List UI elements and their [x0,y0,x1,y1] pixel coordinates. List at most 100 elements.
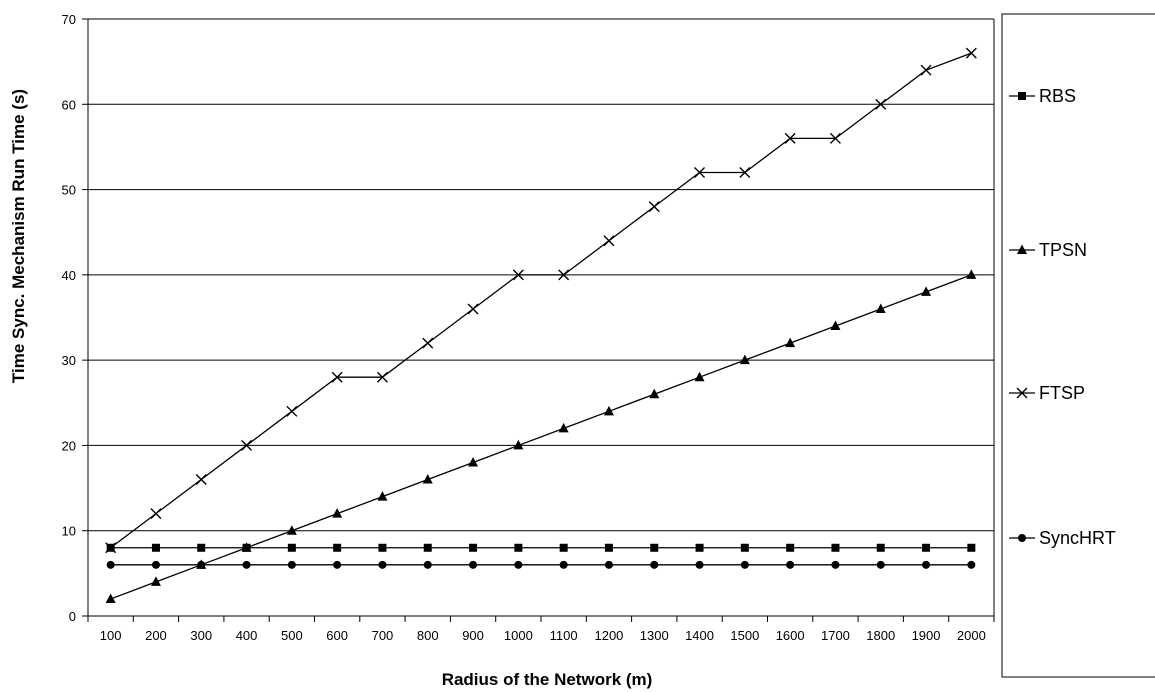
point-synchrt-1500 [740,560,749,569]
series-line-ftsp [110,52,972,549]
point-synchrt-2000 [967,560,976,569]
point-rbs-800 [423,543,432,552]
y-axis-ticks: 0 10 20 30 40 50 60 70 [62,12,88,624]
x-stroke-b [422,337,434,349]
point-tpsn-400 [241,542,252,552]
x-tick-label-2000: 2000 [957,628,986,643]
x-stroke-b [150,508,162,520]
point-synchrt-1300 [650,560,659,569]
point-synchrt-600 [333,560,342,569]
point-tpsn-1300 [649,388,660,399]
point-tpsn-1700 [830,320,841,331]
point-ftsp-400 [241,439,253,451]
legend-marker-ftsp [1016,387,1028,399]
x-tick-label-1000: 1000 [504,628,533,643]
point-ftsp-1100 [558,269,570,281]
point-tpsn-1800 [875,303,886,313]
x-stroke-b [1016,387,1028,399]
x-tick-label-1400: 1400 [685,628,714,643]
point-ftsp-1600 [784,132,796,144]
point-rbs-1300 [650,543,659,552]
point-rbs-1700 [831,543,840,552]
point-synchrt-1100 [559,560,568,569]
x-stroke-b [965,47,977,59]
legend-label-rbs: RBS [1039,86,1076,106]
point-synchrt-900 [469,560,478,569]
x-stroke-b [467,303,479,315]
legend-marker-synchrt [1018,534,1026,542]
y-tick-label-50: 50 [62,183,76,198]
x-tick-label-900: 900 [462,628,484,643]
x-tick-label-1500: 1500 [730,628,759,643]
point-rbs-600 [333,543,342,552]
point-tpsn-1900 [921,286,932,296]
point-rbs-1200 [604,543,613,552]
point-synchrt-1800 [876,560,885,569]
point-synchrt-800 [423,560,432,569]
x-stroke-b [331,371,343,383]
point-synchrt-300 [197,560,206,569]
point-ftsp-200 [150,508,162,520]
point-synchrt-1200 [604,560,613,569]
series-rbs [106,543,976,552]
x-axis-ticks: 100 200 300 400 500 600 700 800 900 1000 1100 1200 1… [87,616,995,643]
legend: RBS TPSN FTSP SyncHRT [1001,13,1155,678]
y-tick-label-0: 0 [69,609,76,624]
point-rbs-2000 [967,543,976,552]
x-tick-label-800: 800 [417,628,439,643]
point-synchrt-1000 [514,560,523,569]
point-ftsp-900 [467,303,479,315]
y-tick-label-20: 20 [62,438,76,453]
point-synchrt-500 [287,560,296,569]
x-tick-label-1900: 1900 [912,628,941,643]
legend-item-rbs: RBS [1009,86,1076,106]
x-tick-label-700: 700 [372,628,394,643]
x-stroke-b [875,98,887,110]
point-ftsp-1700 [829,132,841,144]
y-axis-title: Time Sync. Mechanism Run Time (s) [9,89,28,383]
x-axis-title: Radius of the Network (m) [442,670,653,689]
x-tick-label-500: 500 [281,628,303,643]
point-ftsp-2000 [965,47,977,59]
point-tpsn-200 [150,576,161,586]
point-ftsp-700 [376,371,388,383]
x-stroke-b [558,269,570,281]
point-ftsp-800 [422,337,434,349]
point-ftsp-1500 [739,167,751,179]
x-tick-label-1200: 1200 [594,628,623,643]
series-tpsn [105,269,977,603]
point-tpsn-1600 [785,337,796,348]
x-stroke-b [512,269,524,281]
y-tick-label-10: 10 [62,524,76,539]
series-ftsp [105,47,977,554]
x-stroke-b [241,439,253,451]
point-synchrt-1600 [786,560,795,569]
point-tpsn-500 [286,525,297,535]
legend-marker-rbs [1018,92,1026,100]
x-stroke-b [920,64,932,76]
point-synchrt-1700 [831,560,840,569]
x-tick-label-200: 200 [145,628,167,643]
x-stroke-b [603,235,615,247]
x-stroke-b [195,474,207,486]
x-tick-label-1600: 1600 [776,628,805,643]
point-tpsn-800 [422,474,433,484]
point-rbs-700 [378,543,387,552]
point-tpsn-600 [332,508,343,518]
y-tick-label-70: 70 [62,12,76,27]
point-synchrt-200 [151,560,160,569]
x-stroke-b [739,167,751,179]
point-ftsp-1300 [648,201,660,213]
point-tpsn-1500 [739,354,750,365]
point-synchrt-1900 [922,560,931,569]
point-tpsn-100 [105,593,116,603]
y-tick-label-40: 40 [62,268,76,283]
x-tick-label-1300: 1300 [640,628,669,643]
point-tpsn-900 [468,456,479,467]
point-tpsn-1000 [513,439,524,450]
legend-box [1001,13,1155,678]
point-rbs-500 [287,543,296,552]
point-tpsn-700 [377,491,388,501]
point-rbs-1100 [559,543,568,552]
